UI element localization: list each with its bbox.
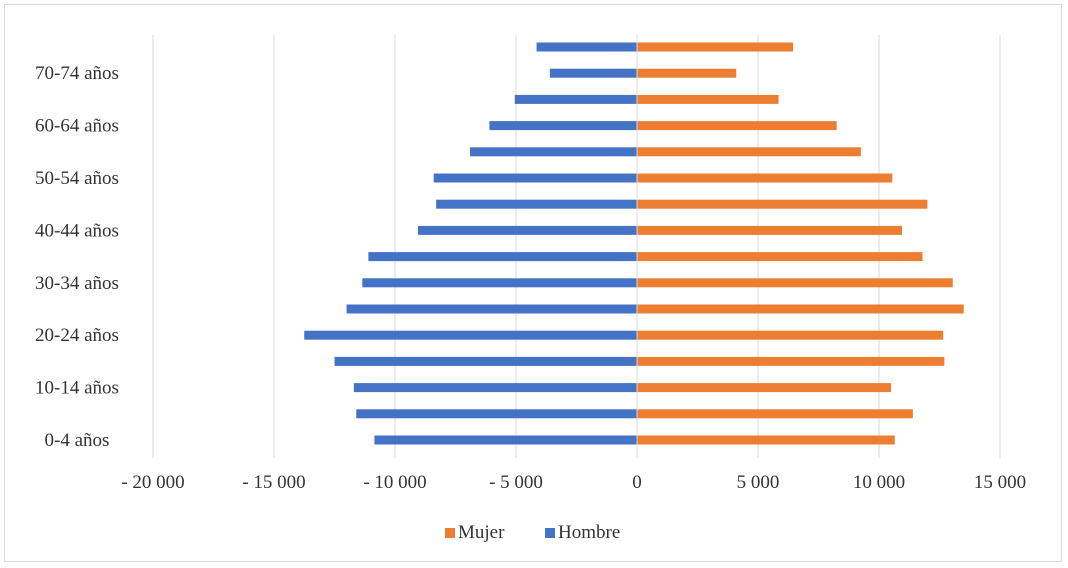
legend-label-hombre: Hombre — [558, 522, 620, 543]
bar-mujer-1 — [637, 409, 913, 419]
bar-hombre-0 — [374, 435, 637, 445]
y-tick-label: 10-14 años — [35, 378, 119, 399]
y-axis-labels: 0-4 años 10-14 años 20-24 años 30-34 años 40… — [35, 63, 119, 451]
y-tick-label: 30-34 años — [35, 273, 119, 294]
bar-hombre-7 — [368, 252, 637, 262]
y-tick-label: 40-44 años — [35, 220, 119, 241]
bar-mujer-5 — [637, 304, 964, 314]
bar-mujer-11 — [637, 147, 861, 157]
bar-hombre-5 — [346, 304, 637, 314]
legend-swatch-mujer — [445, 528, 455, 538]
bar-mujer-15 — [637, 42, 794, 52]
y-tick-label: 60-64 años — [35, 116, 119, 137]
bar-mujer-3 — [637, 356, 945, 366]
bar-mujer-0 — [637, 435, 895, 445]
bar-hombre-14 — [549, 68, 637, 78]
gridlines — [152, 35, 1001, 458]
bar-hombre-11 — [470, 147, 637, 157]
x-tick-label: - 15 000 — [242, 472, 305, 493]
bar-hombre-15 — [536, 42, 637, 52]
bars — [304, 35, 964, 458]
x-tick-label: 0 — [632, 472, 642, 493]
bar-hombre-10 — [433, 173, 637, 183]
bar-mujer-7 — [637, 252, 923, 262]
legend-label-mujer: Mujer — [458, 522, 505, 543]
bar-mujer-2 — [637, 383, 892, 393]
bar-hombre-3 — [334, 356, 637, 366]
bar-hombre-13 — [514, 94, 637, 104]
y-tick-label: 0-4 años — [45, 430, 110, 451]
bar-mujer-4 — [637, 330, 944, 340]
bar-hombre-6 — [362, 278, 637, 288]
x-tick-label: - 10 000 — [363, 472, 426, 493]
x-tick-label: - 5 000 — [489, 472, 543, 493]
bar-mujer-10 — [637, 173, 893, 183]
bar-hombre-1 — [356, 409, 637, 419]
population-pyramid-chart: 0-4 años 10-14 años 20-24 años 30-34 años 40… — [35, 35, 1026, 543]
bar-mujer-14 — [637, 68, 737, 78]
x-axis-labels: - 20 000 - 15 000 - 10 000 - 5 000 0 5 000 10 … — [121, 472, 1026, 493]
chart-frame: 0-4 años 10-14 años 20-24 años 30-34 años 40… — [4, 4, 1062, 562]
y-tick-label: 20-24 años — [35, 325, 119, 346]
x-tick-label: 5 000 — [737, 472, 780, 493]
x-tick-label: 10 000 — [853, 472, 905, 493]
bar-mujer-8 — [637, 225, 902, 235]
bar-hombre-4 — [304, 330, 637, 340]
bar-hombre-12 — [489, 121, 637, 131]
bar-hombre-8 — [417, 225, 637, 235]
x-tick-label: - 20 000 — [121, 472, 184, 493]
bar-mujer-6 — [637, 278, 953, 288]
bar-mujer-9 — [637, 199, 928, 209]
y-tick-label: 50-54 años — [35, 168, 119, 189]
x-tick-label: 15 000 — [974, 472, 1026, 493]
y-tick-label: 70-74 años — [35, 63, 119, 84]
legend: Mujer Hombre — [445, 522, 620, 543]
bar-mujer-13 — [637, 94, 779, 104]
bar-hombre-2 — [353, 383, 637, 393]
bar-hombre-9 — [436, 199, 637, 209]
bar-mujer-12 — [637, 121, 837, 131]
legend-swatch-hombre — [545, 528, 555, 538]
